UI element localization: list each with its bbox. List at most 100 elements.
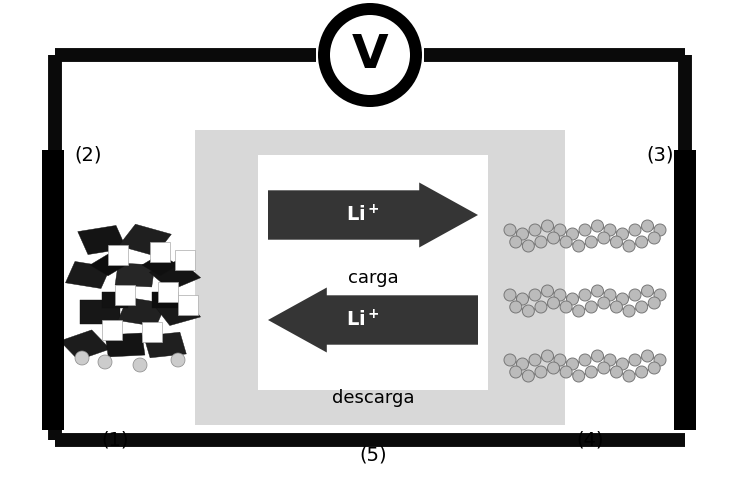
Circle shape	[616, 358, 628, 370]
Polygon shape	[78, 226, 127, 254]
Circle shape	[591, 285, 604, 297]
Circle shape	[629, 354, 641, 366]
Circle shape	[636, 301, 648, 313]
Circle shape	[629, 289, 641, 301]
Circle shape	[517, 228, 528, 240]
Circle shape	[522, 370, 534, 382]
Circle shape	[579, 354, 591, 366]
FancyBboxPatch shape	[108, 245, 128, 265]
FancyBboxPatch shape	[150, 242, 170, 262]
Circle shape	[522, 240, 534, 252]
Circle shape	[648, 297, 660, 309]
Circle shape	[629, 224, 641, 236]
Circle shape	[654, 354, 666, 366]
Circle shape	[616, 293, 628, 305]
Circle shape	[318, 3, 422, 107]
Circle shape	[510, 366, 522, 378]
Polygon shape	[142, 254, 178, 276]
Polygon shape	[65, 262, 110, 288]
Polygon shape	[268, 182, 478, 248]
FancyBboxPatch shape	[178, 295, 198, 315]
Circle shape	[548, 362, 559, 374]
Circle shape	[330, 15, 410, 95]
Polygon shape	[152, 292, 178, 308]
Bar	[42, 150, 64, 430]
Polygon shape	[115, 263, 155, 287]
Circle shape	[535, 366, 547, 378]
Circle shape	[654, 224, 666, 236]
Circle shape	[585, 236, 597, 248]
Circle shape	[554, 354, 566, 366]
Circle shape	[573, 240, 585, 252]
FancyBboxPatch shape	[115, 285, 135, 305]
Circle shape	[591, 350, 604, 362]
Polygon shape	[102, 292, 128, 308]
Circle shape	[171, 353, 185, 367]
Circle shape	[636, 236, 648, 248]
Circle shape	[517, 358, 528, 370]
Polygon shape	[118, 224, 172, 256]
Circle shape	[560, 301, 572, 313]
Polygon shape	[268, 288, 478, 352]
Circle shape	[517, 293, 528, 305]
Circle shape	[504, 224, 516, 236]
Circle shape	[542, 350, 554, 362]
Circle shape	[548, 232, 559, 244]
Circle shape	[560, 366, 572, 378]
Circle shape	[548, 297, 559, 309]
Circle shape	[642, 220, 653, 232]
FancyBboxPatch shape	[142, 322, 162, 342]
Circle shape	[567, 293, 579, 305]
Polygon shape	[80, 300, 120, 324]
Circle shape	[567, 228, 579, 240]
Circle shape	[623, 305, 635, 317]
Circle shape	[510, 301, 522, 313]
Circle shape	[648, 232, 660, 244]
Circle shape	[579, 289, 591, 301]
Circle shape	[604, 224, 616, 236]
Circle shape	[579, 224, 591, 236]
Circle shape	[98, 355, 112, 369]
Circle shape	[598, 232, 610, 244]
Circle shape	[604, 289, 616, 301]
Circle shape	[623, 370, 635, 382]
Circle shape	[542, 220, 554, 232]
Polygon shape	[105, 333, 145, 357]
Text: V: V	[352, 33, 389, 77]
Circle shape	[610, 366, 622, 378]
Circle shape	[585, 301, 597, 313]
Circle shape	[598, 362, 610, 374]
Circle shape	[636, 366, 648, 378]
Circle shape	[567, 358, 579, 370]
Text: (2): (2)	[74, 145, 102, 165]
Circle shape	[560, 236, 572, 248]
Circle shape	[529, 354, 541, 366]
FancyBboxPatch shape	[102, 320, 122, 340]
Circle shape	[510, 236, 522, 248]
Text: (4): (4)	[576, 431, 604, 449]
Polygon shape	[155, 299, 201, 325]
Circle shape	[616, 228, 628, 240]
Circle shape	[585, 366, 597, 378]
Circle shape	[529, 289, 541, 301]
Circle shape	[610, 301, 622, 313]
Circle shape	[529, 224, 541, 236]
Polygon shape	[90, 254, 126, 276]
Circle shape	[598, 297, 610, 309]
Bar	[195, 130, 565, 425]
Circle shape	[75, 351, 89, 365]
Text: (3): (3)	[646, 145, 673, 165]
Polygon shape	[118, 298, 166, 326]
Circle shape	[573, 370, 585, 382]
Circle shape	[591, 220, 604, 232]
Circle shape	[554, 289, 566, 301]
Circle shape	[573, 305, 585, 317]
FancyBboxPatch shape	[175, 250, 195, 270]
Text: (5): (5)	[359, 445, 387, 465]
Circle shape	[542, 285, 554, 297]
Circle shape	[604, 354, 616, 366]
Circle shape	[610, 236, 622, 248]
Bar	[674, 150, 696, 430]
Circle shape	[535, 236, 547, 248]
Text: $\mathbf{Li^+}$: $\mathbf{Li^+}$	[346, 309, 380, 331]
